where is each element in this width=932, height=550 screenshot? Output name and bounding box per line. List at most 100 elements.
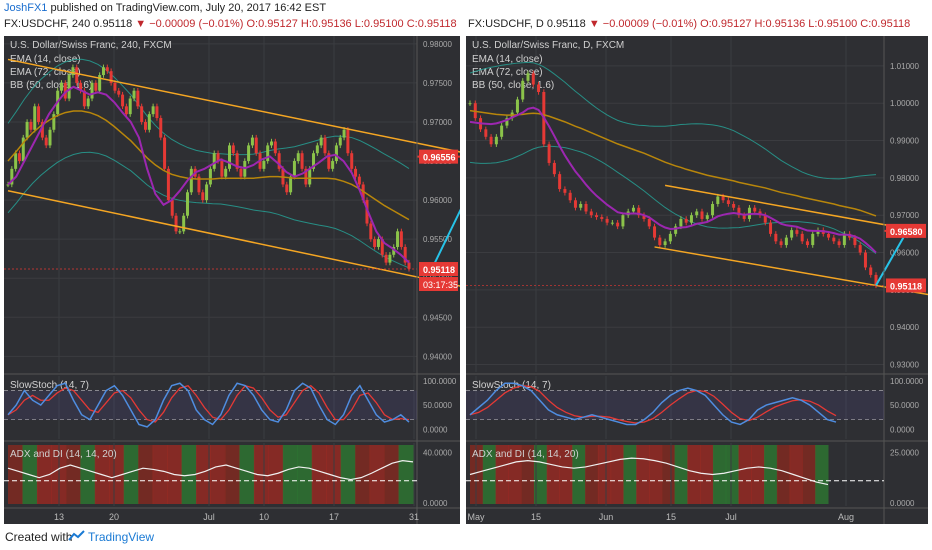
left-stoch-pane[interactable]: 100.0000 50.0000 0.0000 SlowStoch (14, 7) [4,376,460,442]
right-chart-panel[interactable]: 1.01000 1.00000 0.99000 0.98000 0.97000 0.960… [466,36,928,524]
candle-body [869,267,873,275]
y-tick-label: 25.0000 [890,448,919,457]
y-tick-label: 0.0000 [423,425,448,434]
candle-body [526,73,530,81]
adx-shade-segment [559,445,573,504]
candle-body [94,82,98,91]
candle-body [637,207,641,216]
adx-shade-segment [738,445,752,504]
adx-shade-segment [123,445,139,504]
y-tick-label: 1.01000 [890,62,919,71]
candle-body [579,204,583,208]
adx-shade-segment [297,445,313,504]
candle-body [711,204,715,216]
y-tick-label: 0.96000 [423,196,452,205]
legend-entry: EMA (14, close) [10,54,81,65]
right-stoch-pane[interactable]: 100.0000 50.0000 0.0000 SlowStoch (14, 7) [466,376,928,442]
target-arrow [431,208,460,270]
candle-body [531,73,535,85]
right-x-axis: May 15 Jun 15 Jul Aug [467,512,854,522]
candle-body [515,99,519,113]
indicator-title: SlowStoch (14, 7) [10,380,89,391]
adx-shade-segment [636,445,650,504]
left-price-pane[interactable]: 0.980000.975000.970000.965000.960000.955… [4,36,460,524]
legend-entry: BB (50, close, 1.6) [472,80,554,91]
adx-shade-segment [109,445,125,504]
candle-body [403,246,407,263]
adx-shade-segment [802,445,816,504]
chart-title: U.S. Dollar/Swiss Franc, 240, FXCM [10,40,172,51]
adx-shade-segment [384,445,400,504]
candle-body [285,184,289,193]
adx-shade-segment [610,445,624,504]
candle-body [201,192,205,201]
candle-body [254,137,258,154]
left-chart-svg[interactable]: 0.980000.975000.970000.965000.960000.955… [4,36,460,524]
right-symbol-line: FX:USDCHF, D 0.95118 ▼ −0.00009 (−0.01%)… [468,18,910,30]
candle-body [151,106,155,115]
y-tick-label: 0.96000 [890,249,919,258]
adx-shade-segment [482,445,497,504]
adx-shade-segment [224,445,240,504]
adx-shade-segment [311,445,327,504]
right-price-pane[interactable]: 1.01000 1.00000 0.99000 0.98000 0.97000 0.960… [466,36,928,524]
candle-body [790,230,794,238]
candle-body [494,136,498,145]
candle-body [71,67,75,76]
ema14-line [469,106,877,254]
target-arrow [875,229,909,286]
candle-body [224,168,228,177]
author-link[interactable]: JoshFX1 [4,2,48,14]
candle-body [140,106,144,122]
candle-body [827,233,831,238]
candle-body [605,218,609,223]
candle-body [37,106,41,122]
adx-shade-segment [687,445,701,504]
candle-body [277,153,281,169]
candle-body [484,129,488,137]
candle-body [147,114,151,130]
left-adx-pane[interactable]: 40.0000 0.0000 ADX and DI (14, 14, 20) [4,443,460,509]
candle-body [323,137,327,154]
candle-body [658,237,662,246]
candle-body [25,121,29,138]
adx-shade-segment [546,445,560,504]
candle-body [816,230,820,234]
adx-shade-segment [623,445,637,504]
adx-shade-segment [8,445,23,504]
publish-text: published on TradingView.com, July 20, 2… [50,2,327,14]
candle-body [308,168,312,185]
candle-body [128,98,132,115]
adx-shade-segment [764,445,778,504]
candle-body [228,145,232,169]
candle-body [132,90,136,99]
right-adx-pane[interactable]: 25.0000 0.0000 ADX and DI (14, 14, 20) [466,443,928,509]
candle-body [136,90,140,107]
candle-body [863,252,867,268]
candle-body [573,200,577,208]
candle-body [82,90,86,107]
x-tick-label: May [467,512,485,522]
tradingview-brand[interactable]: TradingView [88,530,155,544]
candle-body [185,192,189,216]
candle-body [163,137,167,169]
candle-body [21,137,25,162]
candle-body [40,121,44,138]
created-with-text: Created with [5,530,73,544]
candle-body [338,137,342,146]
bb-upper-line [469,61,877,180]
candle-body [121,94,125,107]
adx-shade-segment [674,445,688,504]
y-tick-label: 100.0000 [423,377,457,386]
left-chart-panel[interactable]: 0.980000.975000.970000.965000.960000.955… [4,36,460,524]
adx-shade-segment [789,445,803,504]
candle-body [300,153,304,169]
adx-shade-segment [355,445,371,504]
candle-body [262,161,266,169]
ema72-line [469,109,877,217]
right-chart-svg[interactable]: 1.01000 1.00000 0.99000 0.98000 0.97000 0.960… [466,36,928,524]
candle-body [155,106,159,119]
legend-entry: EMA (72, close) [472,67,543,78]
adx-shade-segment [649,445,663,504]
candle-body [842,233,846,246]
